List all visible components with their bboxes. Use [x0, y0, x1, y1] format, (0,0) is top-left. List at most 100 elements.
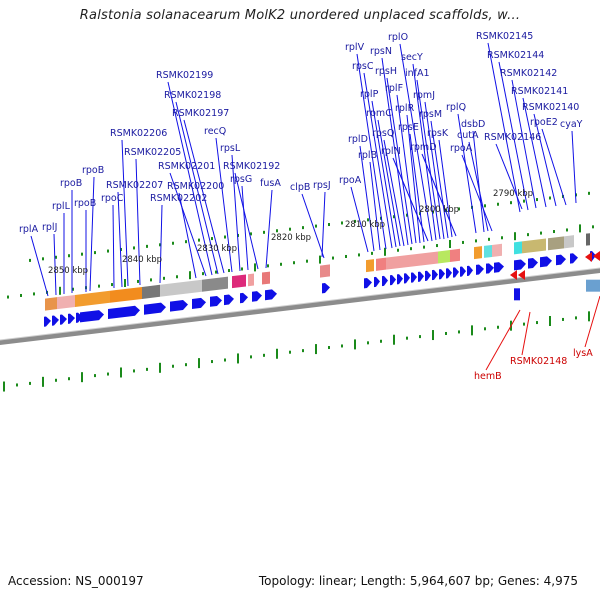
gene-arrow-forward[interactable]	[52, 315, 59, 326]
gene-label[interactable]: cyaY	[560, 119, 583, 130]
gene-arrow-forward[interactable]	[210, 295, 222, 307]
gene-label[interactable]: secY	[401, 52, 423, 63]
gene-label[interactable]: rplB	[358, 150, 377, 161]
gene-label[interactable]: rpoA	[450, 143, 473, 154]
gene-arrow-forward[interactable]	[453, 267, 459, 278]
gene-arrow-forward[interactable]	[44, 316, 51, 327]
gene-arrow-forward[interactable]	[514, 259, 526, 271]
gene-arrow-forward[interactable]	[390, 274, 396, 286]
gene-arrow-forward[interactable]	[446, 268, 452, 279]
gene-label[interactable]: rpsN	[370, 46, 392, 57]
gene-label[interactable]: rpoB	[60, 178, 82, 189]
gene-label[interactable]: RSMK02142	[500, 68, 557, 79]
gene-label[interactable]: rplV	[345, 42, 365, 53]
gene-label[interactable]: rpsM	[419, 109, 442, 120]
gene-arrow-forward[interactable]	[265, 289, 277, 301]
gene-arrow-reverse[interactable]	[593, 251, 600, 261]
gene-label[interactable]: rpsQ	[372, 128, 394, 139]
gene-arrow-forward[interactable]	[425, 270, 431, 281]
gene-arrow-forward[interactable]	[252, 291, 262, 302]
gene-arrow-forward[interactable]	[76, 312, 83, 323]
gene-label[interactable]: dsbD	[461, 119, 485, 130]
gene-label[interactable]: RSMK02140	[522, 102, 579, 113]
gene-label[interactable]: rplN	[381, 146, 401, 157]
gene-arrow-forward[interactable]	[460, 266, 466, 277]
gene-label[interactable]: fusA	[260, 178, 281, 189]
gene-label[interactable]: RSMK02198	[164, 90, 221, 101]
gene-label[interactable]: rpmC	[366, 108, 392, 119]
gene-arrow-forward[interactable]	[486, 263, 494, 274]
gene-arrow-forward[interactable]	[439, 269, 445, 280]
gene-label[interactable]: rpmD	[410, 142, 437, 153]
gene-arrow-forward[interactable]	[364, 277, 372, 289]
gene-arrow-forward[interactable]	[108, 305, 140, 320]
gene-label[interactable]: rpoE2	[530, 117, 558, 128]
gene-label[interactable]: RSMK02141	[511, 86, 568, 97]
gene-label[interactable]: rpmJ	[413, 90, 435, 101]
gene-label[interactable]: RSMK02201	[158, 161, 215, 172]
gene-label[interactable]: rpoA	[339, 175, 362, 186]
gene-arrow-forward[interactable]	[80, 310, 104, 323]
gene-label[interactable]: rpoB	[74, 198, 96, 209]
gene-label[interactable]: RSMK02207	[106, 180, 163, 191]
gene-label[interactable]: RSMK02199	[156, 70, 213, 81]
gene-arrow-forward[interactable]	[192, 297, 206, 309]
gene-arrow-forward[interactable]	[322, 283, 330, 294]
gene-arrow-forward[interactable]	[170, 300, 188, 312]
gene-arrow-forward[interactable]	[144, 302, 166, 315]
gene-label[interactable]: RSMK02205	[124, 147, 181, 158]
gene-arrow-forward[interactable]	[540, 256, 552, 268]
gene-label[interactable]: rpsK	[427, 128, 449, 139]
gene-label[interactable]: rplR	[395, 103, 415, 114]
gene-arrow-forward[interactable]	[494, 262, 504, 273]
gene-label[interactable]: RSMK02192	[223, 161, 280, 172]
gene-label[interactable]: rpoC	[101, 193, 124, 204]
gene-arrow-forward[interactable]	[418, 271, 424, 282]
gene-arrow-forward[interactable]	[467, 265, 473, 276]
gene-arrow-forward[interactable]	[411, 272, 417, 283]
gene-arrow-forward[interactable]	[224, 294, 234, 306]
gene-label[interactable]: rpoB	[82, 165, 104, 176]
gene-arrow-forward[interactable]	[68, 313, 75, 324]
gene-label[interactable]: rplL	[52, 201, 71, 212]
gene-label[interactable]: rpsC	[352, 61, 374, 72]
gene-label[interactable]: rpsG	[230, 174, 252, 185]
gene-label[interactable]: RSMK02202	[150, 193, 207, 204]
gene-label[interactable]: rplJ	[42, 222, 57, 233]
gene-arrow-forward[interactable]	[432, 269, 438, 281]
gene-label[interactable]: rplA	[19, 224, 39, 235]
gene-label[interactable]: recQ	[204, 126, 226, 137]
gene-label[interactable]: RSMK02200	[167, 181, 224, 192]
gene-arrow-forward[interactable]	[404, 273, 410, 284]
gene-label[interactable]: RSMK02146	[484, 132, 541, 143]
gene-arrow-forward[interactable]	[240, 292, 248, 304]
gene-label[interactable]: infA1	[405, 68, 430, 79]
gene-label[interactable]: rplF	[385, 83, 403, 94]
gene-arrow-forward[interactable]	[476, 264, 484, 275]
gene-arrow-forward[interactable]	[382, 275, 388, 287]
gene-label[interactable]: RSMK02144	[487, 50, 544, 61]
gene-label[interactable]: rpsJ	[313, 180, 331, 191]
gene-label[interactable]: rpsE	[398, 122, 419, 133]
gene-label[interactable]: RSMK02206	[110, 128, 167, 139]
gene-arrow-reverse[interactable]	[518, 270, 525, 280]
gene-label[interactable]: rpsL	[220, 143, 241, 154]
gene-arrow-forward[interactable]	[556, 254, 566, 266]
gene-label[interactable]: cutA	[457, 130, 479, 141]
gene-label[interactable]: rplQ	[446, 102, 466, 113]
gene-arrow-forward[interactable]	[60, 314, 67, 325]
gene-label[interactable]: clpB	[290, 182, 310, 193]
gene-arrow-reverse[interactable]	[585, 252, 592, 262]
gene-label[interactable]: rplD	[348, 134, 368, 145]
gene-label[interactable]: RSMK02197	[172, 108, 229, 119]
gene-label[interactable]: rplP	[360, 89, 379, 100]
gene-label[interactable]: RSMK02145	[476, 31, 533, 42]
gene-arrow-forward[interactable]	[570, 253, 578, 264]
gene-label-reverse[interactable]: hemB	[474, 371, 502, 382]
gene-label[interactable]: rplO	[388, 32, 408, 43]
gene-arrow-forward[interactable]	[397, 274, 403, 285]
gene-arrow-reverse[interactable]	[510, 270, 517, 280]
gene-label-reverse[interactable]: RSMK02148	[510, 356, 567, 367]
gene-arrow-forward[interactable]	[374, 276, 380, 288]
